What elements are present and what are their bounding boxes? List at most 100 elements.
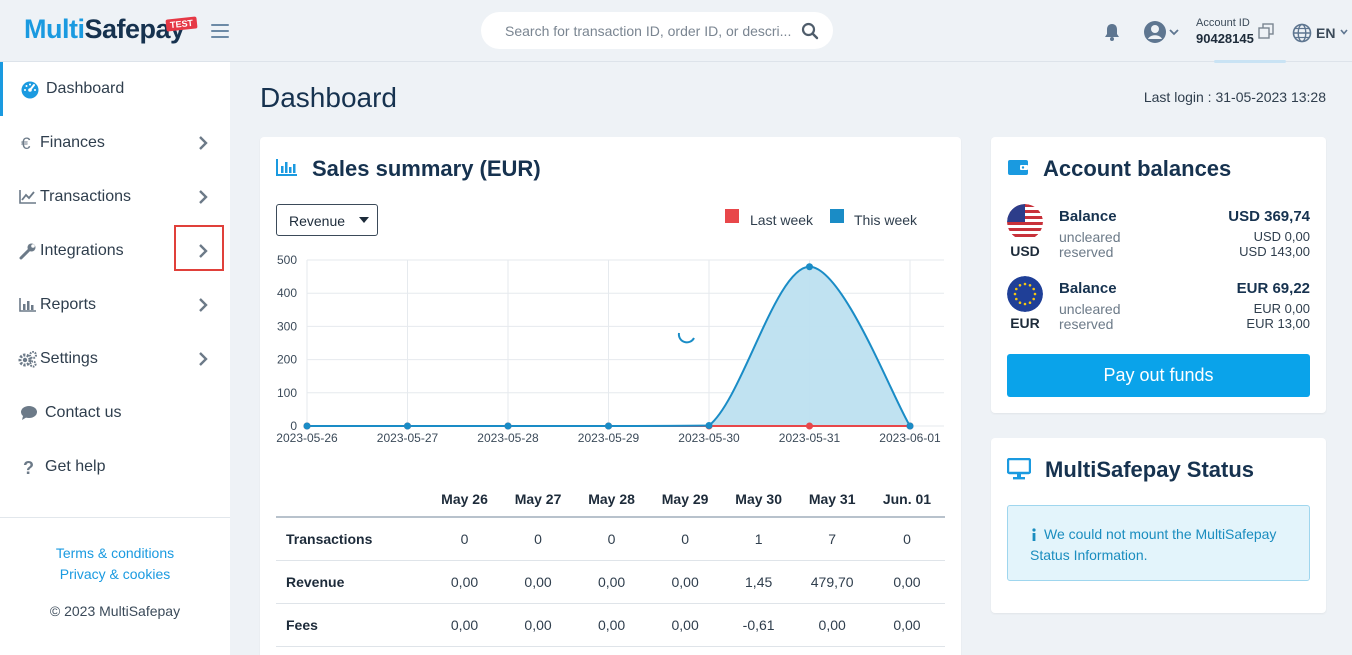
y-tick-label: 200 bbox=[277, 353, 297, 367]
table-header: May 27 bbox=[501, 482, 575, 518]
y-tick-label: 100 bbox=[277, 386, 297, 400]
usd-currency-label: USD bbox=[1010, 243, 1040, 259]
table-cell: -0,61 bbox=[721, 603, 796, 647]
sidebar-item-label: Dashboard bbox=[46, 80, 125, 97]
table-cell: 0 bbox=[427, 517, 502, 561]
x-tick-label: 2023-05-28 bbox=[477, 431, 539, 445]
sidebar-item-label: Finances bbox=[40, 134, 105, 151]
sidebar-item-transactions[interactable]: Transactions bbox=[0, 170, 230, 224]
divider bbox=[0, 517, 230, 518]
this-week-point bbox=[404, 422, 411, 430]
table-cell: 0,00 bbox=[868, 603, 945, 647]
last-week-point bbox=[806, 422, 813, 430]
sidebar-item-integrations[interactable]: Integrations bbox=[0, 224, 230, 278]
search-icon[interactable] bbox=[801, 22, 819, 40]
table-cell: 0,00 bbox=[574, 560, 649, 604]
euro-icon: € bbox=[21, 134, 31, 153]
sales-table: May 26 May 27 May 28 May 29 May 30 May 31 Jun.… bbox=[276, 482, 945, 647]
table-cell: 0,00 bbox=[501, 603, 575, 647]
table-header: May 28 bbox=[574, 482, 649, 518]
chevron-down-icon[interactable] bbox=[1339, 27, 1349, 37]
sidebar-item-settings[interactable]: Settings bbox=[0, 332, 230, 386]
account-underline bbox=[1214, 60, 1286, 63]
chevron-right-icon[interactable] bbox=[196, 242, 210, 260]
sidebar-item-get-help[interactable]: ? Get help bbox=[0, 440, 230, 494]
terms-link[interactable]: Terms & conditions bbox=[55, 545, 175, 561]
account-id-label: Account ID bbox=[1196, 17, 1250, 29]
table-header: May 30 bbox=[721, 482, 796, 518]
status-info-box: We could not mount the MultiSafepay Stat… bbox=[1007, 505, 1310, 581]
language-selector[interactable]: EN bbox=[1316, 25, 1336, 41]
table-cell: 1,45 bbox=[721, 560, 796, 604]
usd-reserved-label: reserved bbox=[1059, 244, 1114, 260]
sidebar-item-label: Get help bbox=[45, 458, 106, 475]
this-week-point bbox=[806, 263, 813, 271]
y-tick-label: 0 bbox=[290, 419, 297, 433]
sidebar-item-contact-us[interactable]: Contact us bbox=[0, 386, 230, 440]
bar-chart-icon bbox=[19, 298, 36, 312]
usd-uncleared-label: uncleared bbox=[1059, 229, 1121, 245]
x-tick-label: 2023-05-27 bbox=[377, 431, 439, 445]
sidebar-item-label: Settings bbox=[40, 350, 98, 367]
row-label: Fees bbox=[276, 603, 428, 647]
sidebar-item-dashboard[interactable]: Dashboard bbox=[0, 62, 230, 116]
table-cell: 1 bbox=[721, 517, 796, 561]
globe-icon[interactable] bbox=[1292, 23, 1312, 43]
question-icon: ? bbox=[23, 458, 34, 477]
copyright-text: © 2023 MultiSafepay bbox=[49, 603, 181, 619]
eur-balance-value: EUR 69,22 bbox=[1236, 280, 1310, 297]
eur-reserved-label: reserved bbox=[1059, 316, 1114, 332]
info-icon bbox=[1032, 528, 1036, 541]
table-cell: 0 bbox=[868, 517, 945, 561]
search-input[interactable] bbox=[505, 20, 795, 42]
chevron-right-icon[interactable] bbox=[196, 296, 210, 314]
wrench-icon bbox=[19, 243, 36, 260]
sidebar-item-label: Contact us bbox=[45, 404, 122, 421]
account-id-value: 90428145 bbox=[1196, 31, 1254, 46]
highlight-annotation-box bbox=[174, 225, 224, 271]
sales-area-chart: 0 100 200 300 400 500 2023-05-26 2023-05-27 2023… bbox=[276, 253, 944, 445]
legend-this-week[interactable]: This week bbox=[854, 212, 918, 228]
table-cell: 0,00 bbox=[574, 603, 649, 647]
sidebar-item-reports[interactable]: Reports bbox=[0, 278, 230, 332]
table-row: Fees 0,00 0,00 0,00 0,00 -0,61 0,00 0,00 bbox=[276, 603, 945, 647]
table-cell: 0,00 bbox=[427, 603, 502, 647]
x-tick-label: 2023-05-30 bbox=[678, 431, 740, 445]
sales-summary-title: Sales summary (EUR) bbox=[312, 156, 541, 181]
monitor-icon bbox=[1007, 458, 1031, 480]
privacy-link[interactable]: Privacy & cookies bbox=[59, 566, 171, 582]
x-tick-label: 2023-05-29 bbox=[578, 431, 640, 445]
user-menu-icon[interactable] bbox=[1143, 20, 1183, 44]
table-header: May 29 bbox=[648, 482, 722, 518]
x-tick-label: 2023-05-26 bbox=[276, 431, 338, 445]
table-cell: 0 bbox=[648, 517, 722, 561]
menu-toggle-icon[interactable] bbox=[211, 24, 229, 40]
line-chart-icon bbox=[19, 190, 36, 204]
legend-last-week[interactable]: Last week bbox=[750, 212, 814, 228]
loading-spinner bbox=[677, 332, 695, 344]
usd-balance-label: Balance bbox=[1059, 208, 1117, 225]
this-week-point bbox=[303, 422, 311, 430]
table-cell: 0,00 bbox=[427, 560, 502, 604]
multisafepay-logo[interactable]: MultiSafepay bbox=[24, 14, 185, 44]
table-cell: 0,00 bbox=[648, 603, 722, 647]
sidebar-item-finances[interactable]: € Finances bbox=[0, 116, 230, 170]
pay-out-funds-button[interactable]: Pay out funds bbox=[1007, 354, 1310, 397]
chevron-right-icon[interactable] bbox=[196, 188, 210, 206]
copy-icon[interactable] bbox=[1258, 23, 1274, 39]
sidebar: Dashboard € Finances Transactions Integr… bbox=[0, 62, 230, 655]
table-header bbox=[276, 482, 428, 518]
account-balances-title: Account balances bbox=[1043, 156, 1232, 181]
chevron-right-icon[interactable] bbox=[196, 134, 210, 152]
y-tick-label: 500 bbox=[277, 253, 297, 267]
this-week-point bbox=[705, 422, 713, 430]
notifications-bell-icon[interactable] bbox=[1102, 22, 1122, 42]
chevron-right-icon[interactable] bbox=[196, 350, 210, 368]
table-cell: 0,00 bbox=[868, 560, 945, 604]
sidebar-item-label: Reports bbox=[40, 296, 97, 313]
table-cell: 0,00 bbox=[501, 560, 575, 604]
metric-select[interactable]: Revenue bbox=[276, 204, 378, 236]
table-header: May 31 bbox=[795, 482, 869, 518]
last-login: Last login : 31-05-2023 13:28 bbox=[1143, 89, 1326, 105]
caret-down-icon bbox=[359, 217, 369, 223]
